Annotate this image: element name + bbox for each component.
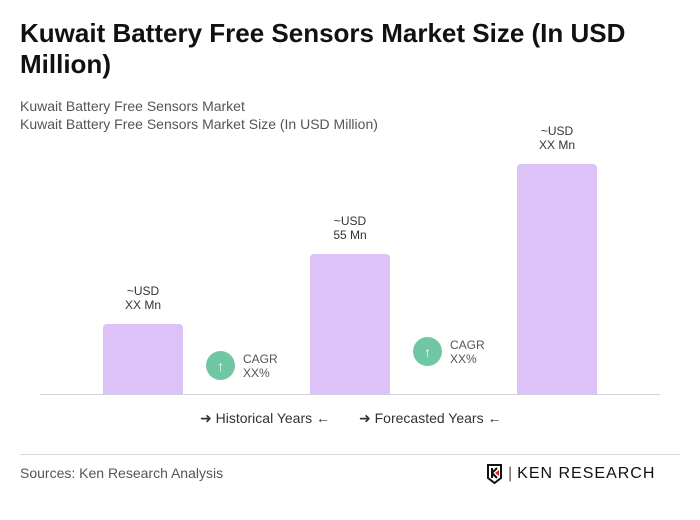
bar-2 — [310, 254, 390, 394]
bar-label-3: ~USD XX Mn — [538, 124, 575, 152]
arrow-left-icon: ← — [487, 410, 502, 426]
x-axis — [40, 394, 660, 395]
footer-divider — [20, 454, 680, 455]
logo-mark-icon — [487, 464, 502, 484]
arrow-up-icon: ↑ — [413, 337, 442, 366]
chart-title: Kuwait Battery Free Sensors Market Size … — [20, 18, 626, 79]
cagr-1: ↑ CAGR XX% — [206, 351, 278, 380]
bar-1 — [103, 324, 183, 394]
cagr-2: ↑ CAGR XX% — [413, 337, 485, 366]
ken-research-logo: | KEN RESEARCH — [486, 464, 655, 484]
arrow-up-icon: ↑ — [206, 351, 235, 380]
legend-historical: ➜ Historical Years ← — [200, 410, 331, 426]
subtitle-2: Kuwait Battery Free Sensors Market Size … — [20, 116, 378, 132]
bar-label-2: ~USD 55 Mn — [333, 214, 367, 242]
legend-forecasted: ➜ Forecasted Years ← — [359, 410, 502, 426]
bar-3 — [517, 164, 597, 394]
bar-label-1: ~USD XX Mn — [124, 284, 161, 312]
arrow-left-icon: ← — [316, 410, 331, 426]
sources: Sources: Ken Research Analysis — [20, 465, 224, 481]
subtitle: Kuwait Battery Free Sensors Market — [20, 98, 245, 114]
arrow-right-icon: ➜ — [200, 410, 212, 426]
arrow-right-icon: ➜ — [359, 410, 371, 426]
